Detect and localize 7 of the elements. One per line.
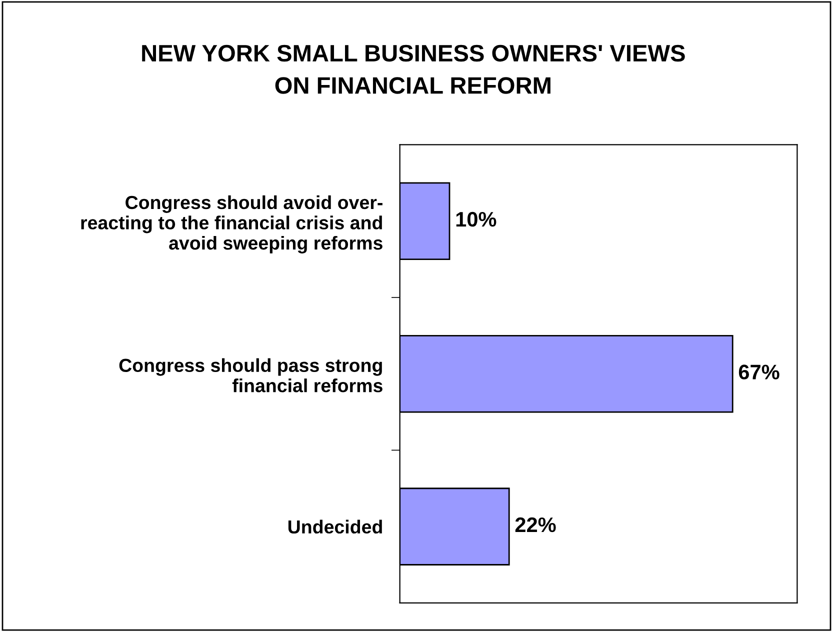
data-label: 10% [456, 212, 496, 227]
y-tick-label: Undecided [288, 520, 382, 534]
y-tick-label: Congress should avoid over- reacting to the financial crisis and avoid sweeping reforms [81, 195, 382, 254]
data-label: 67% [738, 364, 780, 380]
chart-title: NEW YORK SMALL BUSINESS OWNERS' VIEWS ON FINANCIAL REFORM [142, 44, 685, 94]
y-tick-label: Congress should pass strong financial reforms [119, 358, 382, 392]
data-label: 22% [515, 517, 556, 532]
